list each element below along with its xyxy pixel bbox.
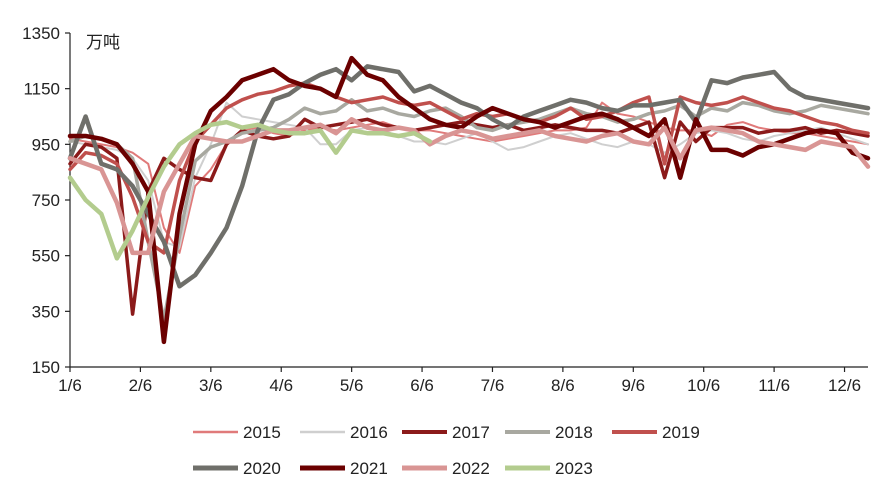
x-tick-label: 7/6	[481, 376, 505, 395]
y-tick-label: 1350	[22, 24, 60, 43]
legend-label-2022: 2022	[452, 459, 490, 478]
y-tick-label: 1150	[23, 80, 60, 99]
x-tick-label: 11/6	[758, 376, 790, 395]
y-tick-label: 350	[32, 302, 60, 321]
y-tick-label: 150	[32, 358, 60, 377]
legend-label-2015: 2015	[243, 423, 281, 442]
x-tick-label: 5/6	[340, 376, 364, 395]
legend-label-2017: 2017	[452, 423, 490, 442]
x-tick-label: 8/6	[551, 376, 575, 395]
x-tick-label: 6/6	[410, 376, 434, 395]
y-tick-label: 550	[32, 247, 60, 266]
legend-label-2021: 2021	[350, 459, 388, 478]
series-line-2020	[67, 64, 871, 289]
x-tick-label: 1/6	[58, 376, 82, 395]
x-tick-label: 12/6	[828, 376, 861, 395]
series-line-2023	[67, 119, 433, 261]
legend-label-2023: 2023	[555, 459, 593, 478]
series-layer	[67, 55, 871, 345]
chart-axes: 150 350 550 750 950 1150 1350 1/6 2/6 3/6 4/6 5/6 6/…	[22, 24, 868, 395]
x-tick-label: 3/6	[199, 376, 223, 395]
series-line-2016	[69, 101, 869, 249]
series-line-2019	[68, 81, 870, 255]
legend: 2015 2016 2017 2018 2019 2020 2021 2022 2023	[193, 423, 700, 478]
x-tick-label: 10/6	[687, 376, 720, 395]
x-tick-label: 2/6	[129, 376, 153, 395]
legend-label-2016: 2016	[350, 423, 388, 442]
y-tick-label: 950	[32, 135, 60, 154]
series-line-2022	[67, 117, 871, 256]
y-axis-unit-label: 万吨	[86, 33, 120, 53]
x-tick-label: 9/6	[621, 376, 645, 395]
y-tick-label: 750	[32, 191, 60, 210]
x-tick-label: 4/6	[269, 376, 293, 395]
legend-label-2019: 2019	[662, 423, 700, 442]
legend-label-2018: 2018	[555, 423, 593, 442]
legend-label-2020: 2020	[243, 459, 281, 478]
